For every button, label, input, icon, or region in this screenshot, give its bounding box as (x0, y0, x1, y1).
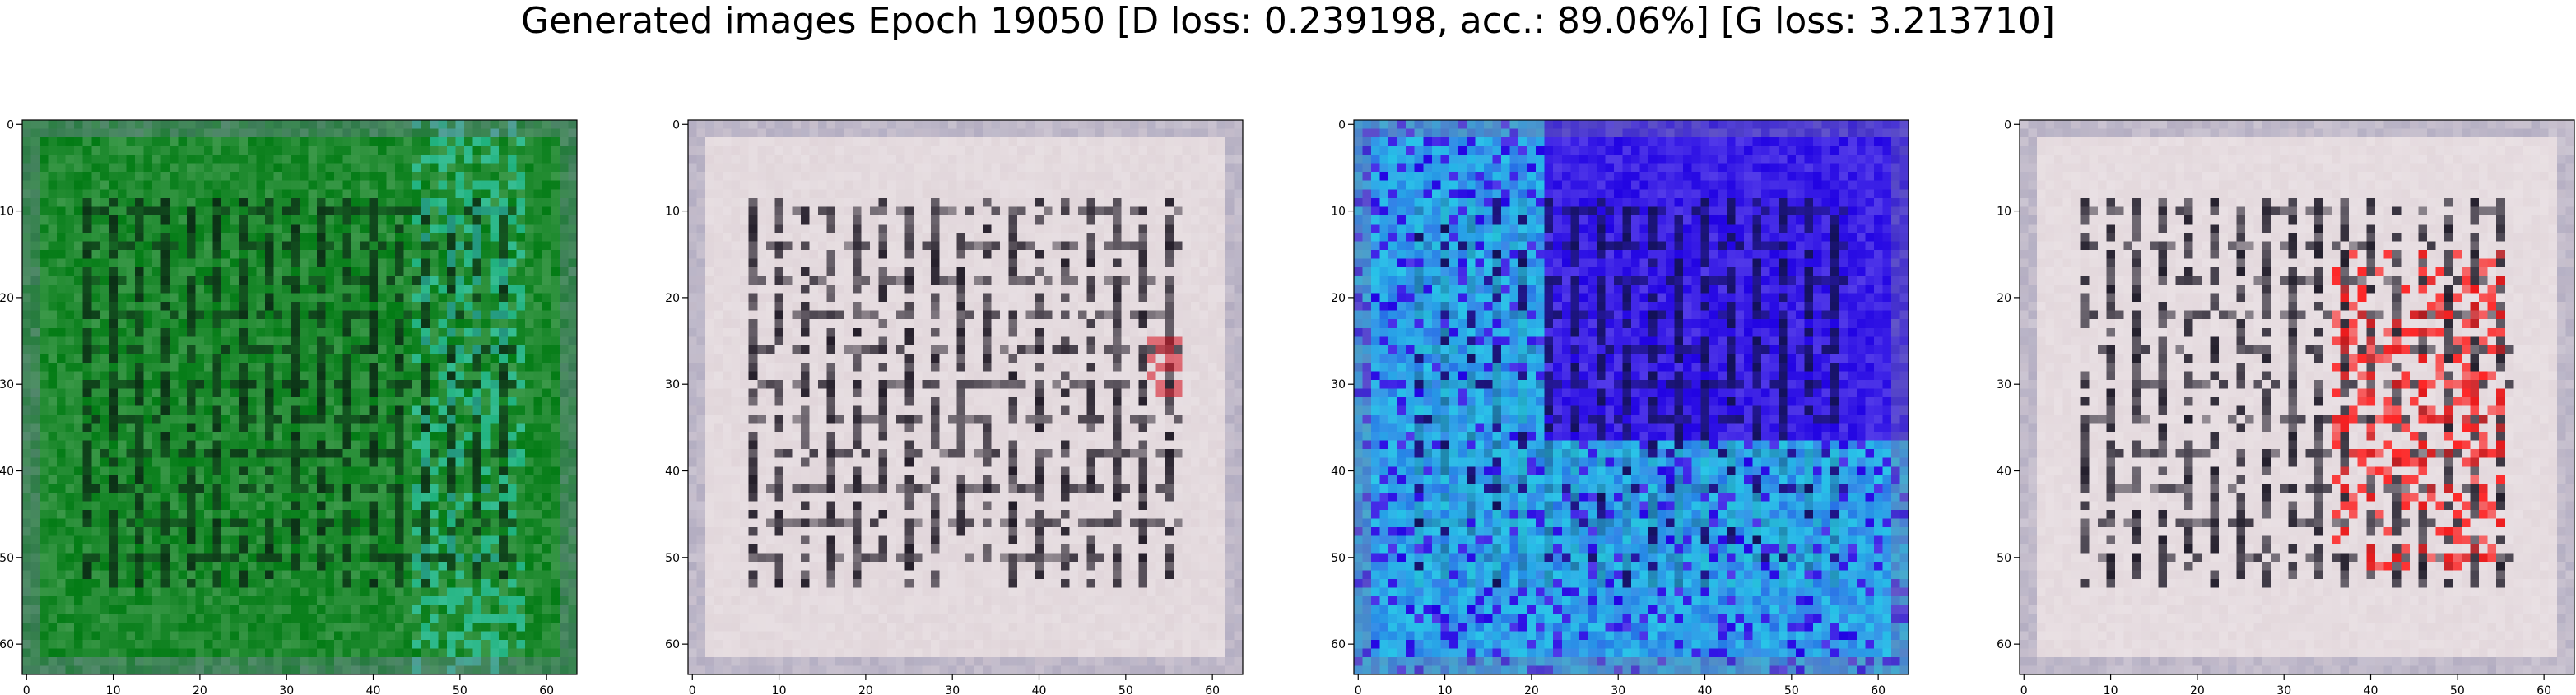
y-tick-label: 50 (1331, 552, 1346, 565)
figure-title: Generated images Epoch 19050 [D loss: 0.… (520, 0, 2056, 42)
x-tick-label: 0 (23, 684, 30, 695)
y-tick-label: 20 (1331, 292, 1346, 305)
y-tick-label: 30 (1331, 378, 1346, 392)
x-tick-label: 40 (1698, 684, 1713, 695)
y-tick-label: 30 (0, 378, 14, 392)
y-tick-label: 20 (665, 292, 680, 305)
y-tick-label: 40 (665, 466, 680, 479)
generated-image-2 (688, 120, 1244, 675)
x-tick-label: 50 (453, 684, 467, 695)
x-tick-label: 60 (2536, 684, 2551, 695)
generated-image-3 (1354, 120, 1909, 675)
y-tick-label: 0 (672, 118, 680, 132)
y-tick-label: 10 (1331, 206, 1346, 219)
x-tick-label: 20 (1524, 684, 1539, 695)
y-tick-label: 10 (1997, 206, 2011, 219)
y-tick-label: 60 (1331, 638, 1346, 651)
axes-frame (21, 119, 578, 675)
x-tick-label: 30 (2276, 684, 2291, 695)
x-tick-label: 50 (1118, 684, 1133, 695)
generated-image-4 (2020, 120, 2575, 675)
x-tick-label: 10 (772, 684, 787, 695)
y-tick-label: 40 (0, 466, 14, 479)
y-tick-label: 0 (2004, 118, 2011, 132)
y-tick-label: 40 (1331, 466, 1346, 479)
x-tick-label: 30 (945, 684, 960, 695)
y-tick-label: 40 (1997, 466, 2011, 479)
x-tick-label: 0 (689, 684, 696, 695)
x-tick-label: 20 (193, 684, 207, 695)
y-tick-label: 50 (1997, 552, 2011, 565)
x-tick-label: 40 (1032, 684, 1047, 695)
x-tick-label: 10 (2104, 684, 2118, 695)
image-panel-3: 0 10 20 30 40 50 60 0 10 20 30 40 50 60 (1331, 118, 1909, 695)
axes-frame (2019, 119, 2575, 675)
y-tick-label: 10 (665, 206, 680, 219)
y-tick-label: 50 (0, 552, 14, 565)
y-tick-label: 30 (665, 378, 680, 392)
axes-frame (687, 119, 1244, 675)
y-tick-label: 60 (665, 638, 680, 651)
x-tick-label: 50 (1784, 684, 1799, 695)
y-tick-label: 30 (1997, 378, 2011, 392)
x-tick-label: 50 (2450, 684, 2465, 695)
image-panel-1: 0 10 20 30 40 50 60 0 10 20 30 40 50 60 (0, 118, 578, 695)
x-tick-label: 60 (539, 684, 554, 695)
x-tick-label: 0 (2020, 684, 2028, 695)
generated-image-1 (22, 120, 578, 675)
x-tick-label: 0 (1355, 684, 1362, 695)
x-tick-label: 20 (858, 684, 873, 695)
x-tick-label: 60 (1871, 684, 1886, 695)
y-tick-label: 20 (1997, 292, 2011, 305)
y-tick-label: 20 (0, 292, 14, 305)
y-tick-label: 10 (0, 206, 14, 219)
y-tick-label: 60 (1997, 638, 2011, 651)
axes-frame (1353, 119, 1909, 675)
y-tick-label: 60 (0, 638, 14, 651)
x-tick-label: 30 (1611, 684, 1625, 695)
x-tick-label: 40 (366, 684, 381, 695)
x-tick-label: 40 (2364, 684, 2378, 695)
y-tick-label: 0 (1338, 118, 1346, 132)
y-tick-label: 0 (7, 118, 14, 132)
image-panel-2: 0 10 20 30 40 50 60 0 10 20 30 40 50 60 (665, 118, 1244, 695)
x-tick-label: 10 (106, 684, 121, 695)
y-tick-label: 50 (665, 552, 680, 565)
x-tick-label: 10 (1438, 684, 1453, 695)
x-tick-label: 30 (279, 684, 294, 695)
x-tick-label: 60 (1205, 684, 1220, 695)
x-tick-label: 20 (2190, 684, 2205, 695)
image-panel-4: 0 10 20 30 40 50 60 0 10 20 30 40 50 60 (1997, 118, 2575, 695)
